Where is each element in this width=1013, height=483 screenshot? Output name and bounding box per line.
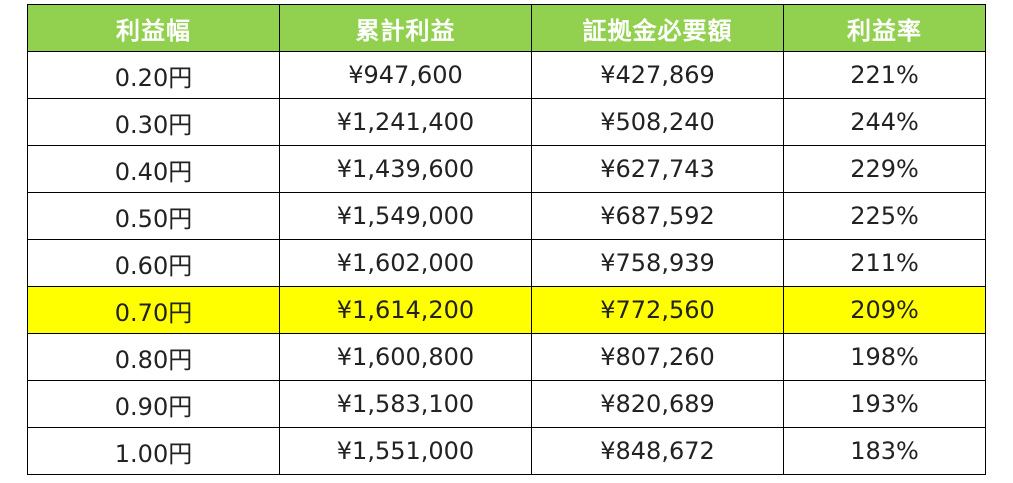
cell-profit-rate: 209%	[783, 286, 986, 334]
table-row: 0.30円 ¥1,241,400 ¥508,240 244%	[27, 98, 986, 146]
cell-cumulative-profit: ¥1,614,200	[279, 286, 532, 334]
cell-profit-width: 0.70円	[27, 286, 280, 334]
table-row: 0.60円 ¥1,602,000 ¥758,939 211%	[27, 239, 986, 287]
cell-cumulative-profit: ¥1,241,400	[279, 98, 532, 146]
cell-profit-rate: 193%	[783, 380, 986, 428]
cell-profit-rate: 183%	[783, 427, 986, 475]
cell-margin-required: ¥687,592	[531, 192, 784, 240]
table-row: 0.40円 ¥1,439,600 ¥627,743 229%	[27, 145, 986, 193]
table-row: 0.50円 ¥1,549,000 ¥687,592 225%	[27, 192, 986, 240]
cell-cumulative-profit: ¥1,602,000	[279, 239, 532, 287]
profit-table: 利益幅 累計利益 証拠金必要額 利益率 0.20円 ¥947,600 ¥427,…	[27, 4, 986, 475]
header-cumulative-profit: 累計利益	[279, 4, 532, 52]
cell-profit-width: 0.20円	[27, 51, 280, 99]
cell-profit-rate: 198%	[783, 333, 986, 381]
table-row-highlighted: 0.70円 ¥1,614,200 ¥772,560 209%	[27, 286, 986, 334]
header-margin-required: 証拠金必要額	[531, 4, 784, 52]
cell-cumulative-profit: ¥1,439,600	[279, 145, 532, 193]
cell-profit-width: 0.80円	[27, 333, 280, 381]
cell-margin-required: ¥627,743	[531, 145, 784, 193]
table-body: 0.20円 ¥947,600 ¥427,869 221% 0.30円 ¥1,24…	[27, 51, 986, 475]
cell-profit-rate: 221%	[783, 51, 986, 99]
cell-profit-rate: 225%	[783, 192, 986, 240]
cell-margin-required: ¥758,939	[531, 239, 784, 287]
table-row: 0.80円 ¥1,600,800 ¥807,260 198%	[27, 333, 986, 381]
table-row: 1.00円 ¥1,551,000 ¥848,672 183%	[27, 427, 986, 475]
cell-margin-required: ¥807,260	[531, 333, 784, 381]
cell-profit-width: 0.30円	[27, 98, 280, 146]
cell-margin-required: ¥820,689	[531, 380, 784, 428]
cell-margin-required: ¥427,869	[531, 51, 784, 99]
header-profit-rate: 利益率	[783, 4, 986, 52]
cell-margin-required: ¥772,560	[531, 286, 784, 334]
header-profit-width: 利益幅	[27, 4, 280, 52]
cell-margin-required: ¥848,672	[531, 427, 784, 475]
cell-profit-rate: 244%	[783, 98, 986, 146]
cell-profit-width: 0.40円	[27, 145, 280, 193]
cell-cumulative-profit: ¥1,600,800	[279, 333, 532, 381]
table-row: 0.20円 ¥947,600 ¥427,869 221%	[27, 51, 986, 99]
table-row: 0.90円 ¥1,583,100 ¥820,689 193%	[27, 380, 986, 428]
cell-cumulative-profit: ¥1,551,000	[279, 427, 532, 475]
cell-cumulative-profit: ¥947,600	[279, 51, 532, 99]
profit-table-container: 利益幅 累計利益 証拠金必要額 利益率 0.20円 ¥947,600 ¥427,…	[27, 4, 986, 475]
cell-profit-rate: 229%	[783, 145, 986, 193]
cell-margin-required: ¥508,240	[531, 98, 784, 146]
cell-cumulative-profit: ¥1,583,100	[279, 380, 532, 428]
cell-profit-width: 0.90円	[27, 380, 280, 428]
cell-profit-rate: 211%	[783, 239, 986, 287]
cell-profit-width: 1.00円	[27, 427, 280, 475]
table-header-row: 利益幅 累計利益 証拠金必要額 利益率	[27, 4, 986, 52]
cell-profit-width: 0.60円	[27, 239, 280, 287]
cell-profit-width: 0.50円	[27, 192, 280, 240]
cell-cumulative-profit: ¥1,549,000	[279, 192, 532, 240]
